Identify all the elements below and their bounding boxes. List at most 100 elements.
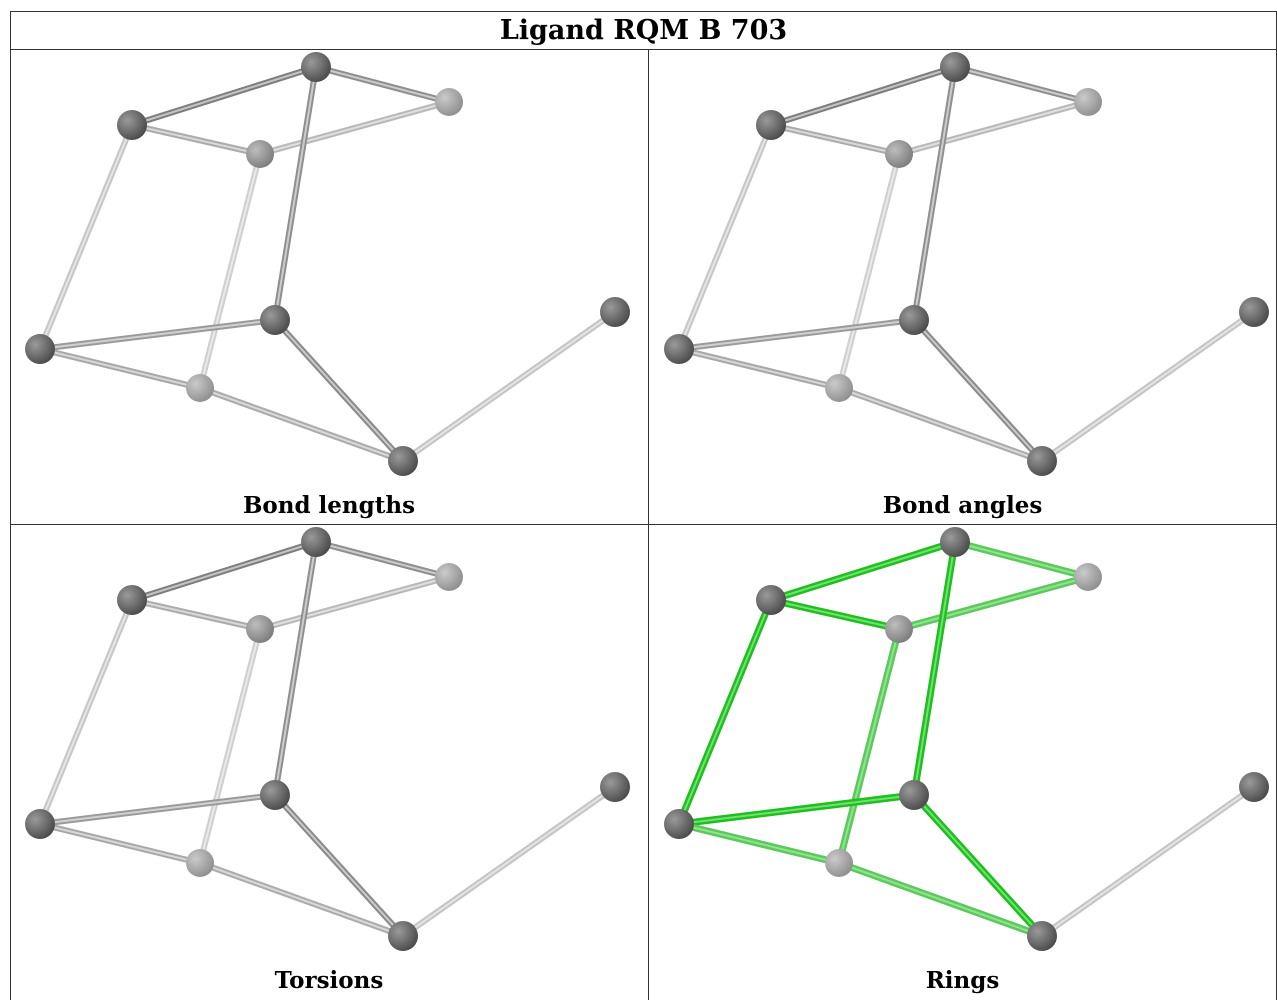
bond-highlight bbox=[39, 348, 201, 389]
bond-highlight bbox=[131, 599, 261, 630]
atom-a5 bbox=[260, 305, 290, 335]
bond-highlight bbox=[838, 862, 1043, 937]
bond-highlight bbox=[199, 387, 404, 462]
bond-highlight bbox=[131, 124, 261, 155]
atom-a6 bbox=[25, 809, 55, 839]
bond-highlight bbox=[954, 541, 1089, 578]
panel-caption: Torsions bbox=[274, 967, 384, 994]
row-divider bbox=[10, 524, 1277, 525]
atom-a9 bbox=[1239, 772, 1269, 802]
outer-border-left bbox=[10, 11, 11, 1000]
atom-a1 bbox=[756, 585, 786, 615]
bond-highlight bbox=[678, 124, 772, 350]
molecule-view-bond-angles bbox=[664, 52, 1269, 476]
bond-highlight bbox=[274, 66, 317, 321]
bond-highlight bbox=[131, 541, 317, 601]
outer-border-top bbox=[10, 11, 1277, 12]
bond-highlight bbox=[838, 387, 1043, 462]
atom-a9 bbox=[1239, 297, 1269, 327]
bond-highlight bbox=[770, 541, 956, 601]
bond-highlight bbox=[1041, 786, 1255, 937]
bond-highlight bbox=[678, 823, 840, 864]
molecule-view-rings bbox=[664, 527, 1269, 951]
atom-a5 bbox=[260, 780, 290, 810]
panel-rings: Rings bbox=[649, 525, 1276, 1000]
bond-highlight bbox=[913, 541, 956, 796]
atom-a2 bbox=[940, 52, 970, 82]
atom-a8 bbox=[1027, 921, 1057, 951]
bond-highlight bbox=[39, 794, 276, 825]
panel-bond-angles: Bond angles bbox=[649, 50, 1276, 524]
bond-highlight bbox=[898, 576, 1089, 630]
bond-highlight bbox=[770, 599, 900, 630]
atom-a8 bbox=[388, 446, 418, 476]
atom-a6 bbox=[664, 334, 694, 364]
atom-a3 bbox=[246, 615, 274, 643]
bond-highlight bbox=[39, 319, 276, 350]
atom-a8 bbox=[1027, 446, 1057, 476]
atom-a9 bbox=[600, 297, 630, 327]
bond-highlight bbox=[402, 311, 616, 462]
bond-highlight bbox=[259, 101, 450, 155]
bond-highlight bbox=[274, 319, 404, 462]
panel-caption: Rings bbox=[925, 967, 1000, 994]
atom-a9 bbox=[600, 772, 630, 802]
bond-highlight bbox=[199, 628, 261, 864]
bond-highlight bbox=[678, 319, 915, 350]
atom-a8 bbox=[388, 921, 418, 951]
bond-highlight bbox=[913, 794, 1043, 937]
atom-a5 bbox=[899, 780, 929, 810]
bond-highlight bbox=[199, 862, 404, 937]
bond-highlight bbox=[838, 153, 900, 389]
atom-a7 bbox=[186, 374, 214, 402]
atom-a2 bbox=[301, 52, 331, 82]
bond-highlight bbox=[770, 124, 900, 155]
atom-a5 bbox=[899, 305, 929, 335]
atom-a7 bbox=[186, 849, 214, 877]
atom-a4 bbox=[435, 563, 463, 591]
bond-highlight bbox=[770, 66, 956, 126]
bond-highlight bbox=[402, 786, 616, 937]
atom-a6 bbox=[664, 809, 694, 839]
atom-a2 bbox=[940, 527, 970, 557]
atom-a1 bbox=[117, 110, 147, 140]
bond-highlight bbox=[838, 628, 900, 864]
bond-highlight bbox=[39, 599, 133, 825]
bond-highlight bbox=[898, 101, 1089, 155]
bond-highlight bbox=[39, 124, 133, 350]
atom-a3 bbox=[885, 615, 913, 643]
panel-caption: Bond angles bbox=[882, 492, 1043, 519]
bond-highlight bbox=[954, 66, 1089, 103]
bond-highlight bbox=[678, 348, 840, 389]
molecule-view-torsions bbox=[25, 527, 630, 951]
bond-highlight bbox=[678, 599, 772, 825]
panel-bond-lengths: Bond lengths bbox=[10, 50, 648, 524]
atom-a4 bbox=[435, 88, 463, 116]
bond-highlight bbox=[315, 66, 450, 103]
ligand-title: Ligand RQM B 703 bbox=[499, 14, 788, 46]
title-divider bbox=[10, 49, 1277, 50]
bond-highlight bbox=[1041, 311, 1255, 462]
molecule-view-bond-lengths bbox=[25, 52, 630, 476]
bond-highlight bbox=[678, 794, 915, 825]
atom-a7 bbox=[825, 849, 853, 877]
atom-a4 bbox=[1074, 563, 1102, 591]
bond-highlight bbox=[274, 541, 317, 796]
atom-a3 bbox=[246, 140, 274, 168]
atom-a1 bbox=[117, 585, 147, 615]
bond-highlight bbox=[199, 153, 261, 389]
bond-highlight bbox=[39, 823, 201, 864]
atom-a2 bbox=[301, 527, 331, 557]
panel-torsions: Torsions bbox=[10, 525, 648, 1000]
atom-a7 bbox=[825, 374, 853, 402]
bond-highlight bbox=[131, 66, 317, 126]
bond-highlight bbox=[913, 319, 1043, 462]
atom-a4 bbox=[1074, 88, 1102, 116]
atom-a3 bbox=[885, 140, 913, 168]
bond-highlight bbox=[274, 794, 404, 937]
bond-highlight bbox=[315, 541, 450, 578]
atom-a1 bbox=[756, 110, 786, 140]
bond-highlight bbox=[259, 576, 450, 630]
bond-highlight bbox=[913, 66, 956, 321]
panel-caption: Bond lengths bbox=[242, 492, 416, 519]
